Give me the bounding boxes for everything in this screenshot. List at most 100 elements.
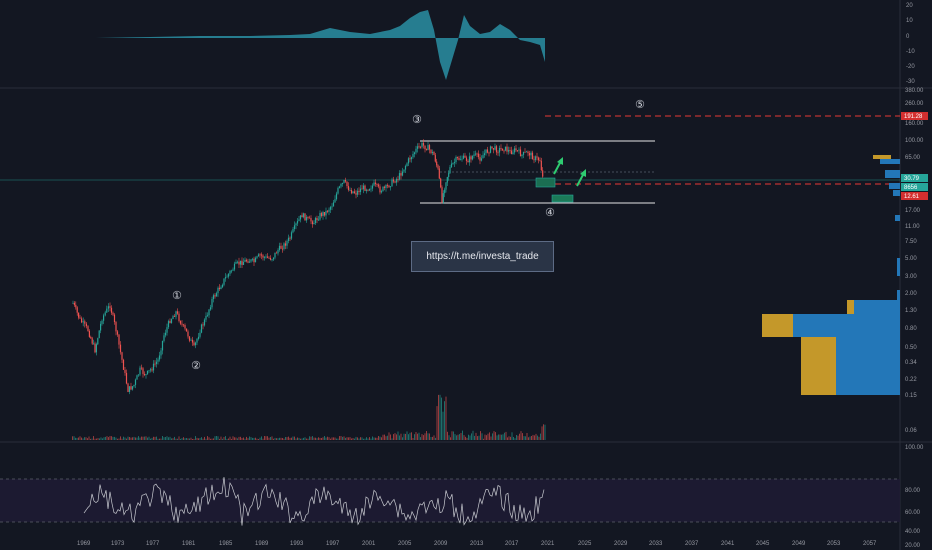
candle-body <box>385 185 387 188</box>
candle-body <box>518 149 520 151</box>
volume-bar <box>81 437 82 440</box>
price-tag-8656[interactable]: 8656 <box>901 183 928 191</box>
wave-label-4[interactable]: ④ <box>545 206 555 219</box>
candle-body <box>448 173 450 178</box>
candle-body <box>483 153 486 156</box>
volume-bar <box>396 434 397 440</box>
candle-body <box>485 149 487 154</box>
volume-bar <box>154 436 156 440</box>
candle-body <box>352 191 354 194</box>
svg-text:-10: -10 <box>906 49 915 55</box>
volume-bar <box>249 436 250 440</box>
price-tag-12[interactable]: 12.61 <box>901 192 928 200</box>
up-arrow-icon <box>576 169 586 187</box>
x-axis-label: 2053 <box>827 541 841 547</box>
wave-label-5[interactable]: ⑤ <box>635 98 645 111</box>
volume-bar <box>192 439 193 440</box>
x-axis-label: 2041 <box>721 541 735 547</box>
volume-bar <box>462 430 463 440</box>
volume-bar <box>385 436 387 440</box>
x-axis-label: 2045 <box>756 541 770 547</box>
wave-label-1[interactable]: ① <box>172 289 182 302</box>
volume-bar <box>391 438 393 440</box>
volume-bar <box>531 436 532 440</box>
volume-bar <box>348 437 349 440</box>
volume-bar <box>283 438 285 440</box>
candle-body <box>361 188 363 190</box>
candle-body <box>540 160 542 171</box>
candle-body <box>146 370 149 375</box>
candle-body <box>301 215 303 218</box>
candle-body <box>221 284 224 288</box>
candle-body <box>242 261 245 265</box>
volume-bar <box>337 438 339 440</box>
support-zone-box-lower[interactable] <box>551 194 574 203</box>
volume-bar <box>480 431 481 440</box>
volume-bar <box>156 436 157 440</box>
svg-text:191.28: 191.28 <box>904 114 923 120</box>
candle-body <box>522 151 525 155</box>
candle-body <box>328 209 330 212</box>
candle-body <box>449 167 451 174</box>
price-tag-30[interactable]: 30.79 <box>901 174 928 182</box>
wave-label-2[interactable]: ② <box>191 359 201 372</box>
price-tag-191[interactable]: 191.28 <box>901 112 928 120</box>
volume-bar <box>255 437 256 440</box>
candle-body <box>314 218 317 223</box>
candle-body <box>169 321 171 323</box>
volume-bar <box>292 436 294 440</box>
volume-bar <box>85 437 87 440</box>
volume-bar <box>345 437 346 440</box>
volume-bar <box>520 431 522 440</box>
candle-body <box>280 245 282 249</box>
volume-bar <box>124 437 126 440</box>
volume-bar <box>306 438 307 440</box>
volume-bar <box>132 437 133 440</box>
candle-body <box>383 186 386 188</box>
volume-bar <box>541 426 543 440</box>
candle-body <box>115 322 117 332</box>
volume-bar <box>250 437 252 440</box>
volume-bar <box>177 438 178 440</box>
candle-body <box>266 256 269 258</box>
volume-bar <box>183 437 184 440</box>
volume-bar <box>445 396 447 440</box>
candle-body <box>482 155 484 159</box>
candle-body <box>474 153 477 155</box>
candle-body <box>491 146 493 149</box>
candle-body <box>528 153 531 156</box>
candlestick-series[interactable] <box>72 139 544 395</box>
volume-bar <box>181 438 183 440</box>
volume-bar <box>492 433 493 440</box>
telegram-link-box[interactable]: https://t.me/investa_trade <box>411 241 554 272</box>
candle-body <box>302 213 305 218</box>
volume-bar <box>238 436 240 440</box>
candle-body <box>389 186 392 188</box>
candle-body <box>248 261 251 263</box>
volume-bar <box>417 433 418 440</box>
volume-bar <box>280 437 282 440</box>
candle-body <box>253 258 255 263</box>
volume-bar <box>354 438 355 440</box>
time-x-axis[interactable]: 1969 1973 1977 1981 1985 1989 1993 1997 2001 2005… <box>77 541 877 547</box>
volume-bar <box>309 436 310 440</box>
svg-text:380.00: 380.00 <box>905 88 924 94</box>
candle-body <box>256 256 258 258</box>
candle-body <box>157 359 159 362</box>
candle-body <box>292 229 294 233</box>
wave-label-3[interactable]: ③ <box>412 113 422 126</box>
candle-body <box>218 287 221 290</box>
support-zone-box[interactable] <box>535 177 556 188</box>
candle-body <box>137 374 140 376</box>
volume-bar <box>240 436 241 440</box>
candle-body <box>166 327 168 333</box>
x-axis-label: 1989 <box>255 541 269 547</box>
volume-bar <box>96 438 97 440</box>
candle-body <box>98 330 100 339</box>
x-axis-label: 2049 <box>792 541 806 547</box>
volume-bar <box>99 438 100 440</box>
volume-bar <box>442 411 444 440</box>
candle-body <box>471 156 474 160</box>
volume-bar <box>198 438 199 440</box>
